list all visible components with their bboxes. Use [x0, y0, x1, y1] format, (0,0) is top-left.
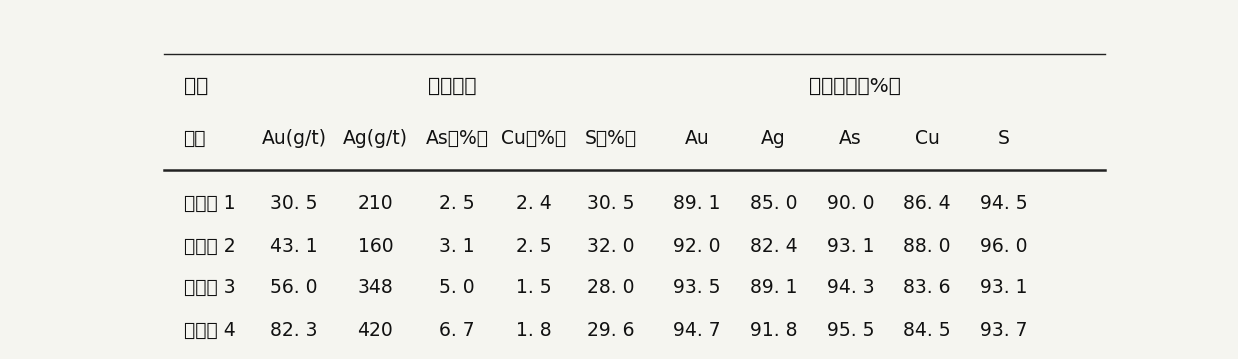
- Text: Cu（%）: Cu（%）: [501, 129, 566, 148]
- Text: 30. 5: 30. 5: [270, 194, 318, 213]
- Text: 3. 1: 3. 1: [439, 237, 475, 256]
- Text: S: S: [998, 129, 1010, 148]
- Text: 指标: 指标: [183, 129, 206, 148]
- Text: 96. 0: 96. 0: [980, 237, 1028, 256]
- Text: 5. 0: 5. 0: [439, 278, 475, 297]
- Text: Ag(g/t): Ag(g/t): [343, 129, 409, 148]
- Text: Cu: Cu: [915, 129, 940, 148]
- Text: 43. 1: 43. 1: [270, 237, 318, 256]
- Text: 29. 6: 29. 6: [587, 321, 634, 340]
- Text: 30. 5: 30. 5: [587, 194, 634, 213]
- Text: 93. 1: 93. 1: [827, 237, 874, 256]
- Text: 94. 5: 94. 5: [980, 194, 1028, 213]
- Text: 210: 210: [358, 194, 394, 213]
- Text: 420: 420: [358, 321, 394, 340]
- Text: 28. 0: 28. 0: [587, 278, 634, 297]
- Text: Au: Au: [685, 129, 709, 148]
- Text: 90. 0: 90. 0: [827, 194, 874, 213]
- Text: 92. 0: 92. 0: [673, 237, 721, 256]
- Text: 实施例 3: 实施例 3: [183, 278, 235, 297]
- Text: 2. 4: 2. 4: [516, 194, 552, 213]
- Text: As: As: [839, 129, 862, 148]
- Text: 原矿品位: 原矿品位: [428, 76, 477, 95]
- Text: 1. 5: 1. 5: [516, 278, 552, 297]
- Text: 91. 8: 91. 8: [750, 321, 797, 340]
- Text: 项目: 项目: [183, 76, 208, 95]
- Text: 89. 1: 89. 1: [673, 194, 721, 213]
- Text: 6. 7: 6. 7: [439, 321, 475, 340]
- Text: 实施例 1: 实施例 1: [183, 194, 235, 213]
- Text: 88. 0: 88. 0: [904, 237, 951, 256]
- Text: 94. 7: 94. 7: [673, 321, 721, 340]
- Text: 160: 160: [358, 237, 394, 256]
- Text: 实施例 2: 实施例 2: [183, 237, 235, 256]
- Text: 82. 4: 82. 4: [750, 237, 797, 256]
- Text: 1. 8: 1. 8: [516, 321, 552, 340]
- Text: 82. 3: 82. 3: [270, 321, 318, 340]
- Text: Ag: Ag: [761, 129, 786, 148]
- Text: 93. 1: 93. 1: [980, 278, 1028, 297]
- Text: 348: 348: [358, 278, 394, 297]
- Text: S（%）: S（%）: [584, 129, 636, 148]
- Text: 94. 3: 94. 3: [827, 278, 874, 297]
- Text: 83. 6: 83. 6: [904, 278, 951, 297]
- Text: 32. 0: 32. 0: [587, 237, 634, 256]
- Text: 85. 0: 85. 0: [750, 194, 797, 213]
- Text: 89. 1: 89. 1: [750, 278, 797, 297]
- Text: Au(g/t): Au(g/t): [261, 129, 327, 148]
- Text: 总回收率（%）: 总回收率（%）: [810, 76, 901, 95]
- Text: 2. 5: 2. 5: [516, 237, 552, 256]
- Text: 实施例 4: 实施例 4: [183, 321, 235, 340]
- Text: 2. 5: 2. 5: [439, 194, 475, 213]
- Text: 95. 5: 95. 5: [827, 321, 874, 340]
- Text: As（%）: As（%）: [426, 129, 489, 148]
- Text: 93. 5: 93. 5: [673, 278, 721, 297]
- Text: 84. 5: 84. 5: [904, 321, 951, 340]
- Text: 86. 4: 86. 4: [904, 194, 951, 213]
- Text: 56. 0: 56. 0: [270, 278, 318, 297]
- Text: 93. 7: 93. 7: [980, 321, 1028, 340]
